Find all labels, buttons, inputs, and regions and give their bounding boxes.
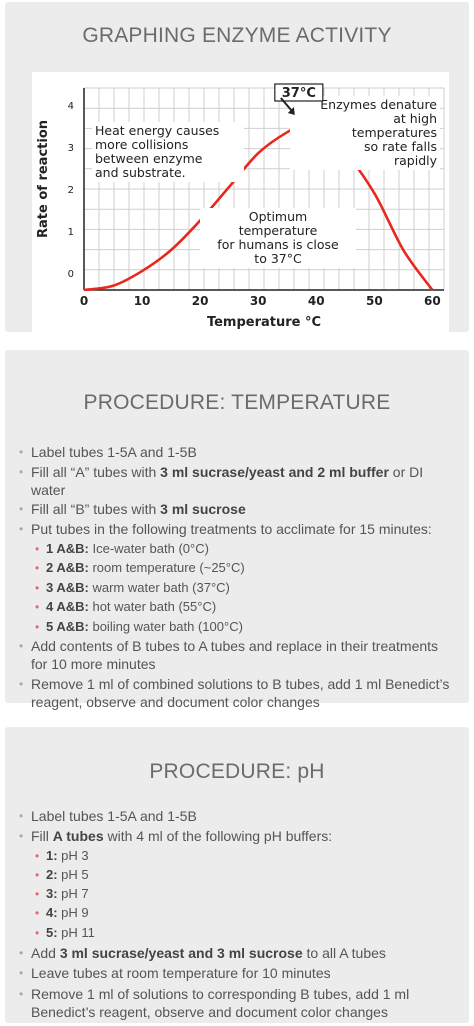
list-item: Remove 1 ml of solutions to correspondin… [15, 985, 455, 1021]
right-note-line: so rate falls [364, 139, 437, 154]
sublist-item: 3: pH 7 [31, 885, 455, 903]
sublist-item: 4 A&B: hot water bath (55°C) [31, 598, 455, 616]
x-tick-label: 0 [80, 294, 88, 308]
y-tick-label: 3 [68, 143, 74, 154]
slide-ph: PROCEDURE: pH Label tubes 1-5A and 1-5B … [5, 727, 469, 1023]
list-item: Put tubes in the following treatments to… [15, 520, 455, 636]
slide-temperature: PROCEDURE: TEMPERATURE Label tubes 1-5A … [5, 350, 469, 710]
y-axis-label: Rate of reaction [36, 120, 51, 238]
slide-title: PROCEDURE: pH [149, 760, 325, 783]
right-note-line: temperatures [352, 125, 437, 140]
optimum-note-bg [200, 208, 356, 268]
x-tick-label: 20 [192, 294, 209, 308]
peak-label: 37°C [282, 86, 316, 101]
optimum-note-line: to 37°C [254, 251, 302, 266]
right-note-line: at high [393, 111, 437, 126]
y-tick-label: 4 [68, 101, 74, 112]
x-tick-label: 10 [134, 294, 151, 308]
left-note-line: Heat energy causes [95, 123, 219, 138]
optimum-note-line: for humans is close [217, 237, 339, 252]
list-item: Fill A tubes with 4 ml of the following … [15, 827, 455, 941]
list-item: Add 3 ml sucrase/yeast and 3 ml sucrose … [15, 944, 455, 962]
sublist-item: 3 A&B: warm water bath (37°C) [31, 579, 455, 597]
x-tick-label: 30 [250, 294, 267, 308]
enzyme-activity-chart: 0 1 2 3 4 0 10 20 30 40 50 60 Temperature °C Rate of … [32, 72, 449, 334]
ph-procedure-list: Label tubes 1-5A and 1-5B Fill A tubes w… [15, 807, 455, 1023]
optimum-note-line: temperature [239, 223, 318, 238]
list-item: Fill all “A” tubes with 3 ml sucrase/yea… [15, 463, 455, 499]
right-note-line: Enzymes denature [320, 97, 437, 112]
peak-arrow-head [287, 107, 295, 115]
x-tick-label: 50 [366, 294, 383, 308]
list-item: Label tubes 1-5A and 1-5B [15, 443, 455, 461]
x-axis-label: Temperature °C [207, 315, 321, 330]
sublist-item: 2 A&B: room temperature (~25°C) [31, 559, 455, 577]
left-note-line: and substrate. [95, 165, 186, 180]
sublist-item: 4: pH 9 [31, 904, 455, 922]
x-tick-label: 40 [308, 294, 325, 308]
slide-title: GRAPHING ENZYME ACTIVITY [82, 24, 392, 47]
sublist-item: 1: pH 3 [31, 847, 455, 865]
list-item: Remove 1 ml of combined solutions to B t… [15, 675, 455, 711]
list-item: Fill all “B” tubes with 3 ml sucrose [15, 500, 455, 518]
peak-label-box [274, 83, 324, 102]
slide-graph: GRAPHING ENZYME ACTIVITY 0 1 2 3 4 0 10 20 30 40 5… [5, 2, 469, 334]
sublist-item: 2: pH 5 [31, 866, 455, 884]
left-note-line: more collisions [95, 137, 188, 152]
sublist-item: 5 A&B: boiling water bath (100°C) [31, 618, 455, 636]
list-item: Label tubes 1-5A and 1-5B [15, 807, 455, 825]
ph-buffer-sublist: 1: pH 3 2: pH 5 3: pH 7 4: pH 9 5: pH 11 [31, 847, 455, 942]
temperature-procedure-list: Label tubes 1-5A and 1-5B Fill all “A” t… [15, 443, 455, 713]
y-tick-label: 0 [68, 269, 74, 280]
right-note-bg [290, 96, 440, 170]
slide-title: PROCEDURE: TEMPERATURE [83, 391, 391, 414]
series-line [83, 127, 434, 292]
treatment-sublist: 1 A&B: Ice-water bath (0°C) 2 A&B: room … [31, 540, 455, 636]
x-tick-label: 60 [424, 294, 441, 308]
left-note-line: between enzyme [95, 151, 203, 166]
sublist-item: 5: pH 11 [31, 924, 455, 942]
sublist-item: 1 A&B: Ice-water bath (0°C) [31, 540, 455, 558]
peak-arrow [280, 97, 294, 113]
optimum-note-line: Optimum [249, 209, 307, 224]
left-note-bg [92, 122, 244, 182]
right-note-line: rapidly [394, 153, 438, 168]
y-tick-label: 1 [68, 227, 74, 238]
list-item: Add contents of B tubes to A tubes and r… [15, 637, 455, 673]
y-tick-label: 2 [68, 185, 74, 196]
list-item: Leave tubes at room temperature for 10 m… [15, 964, 455, 982]
